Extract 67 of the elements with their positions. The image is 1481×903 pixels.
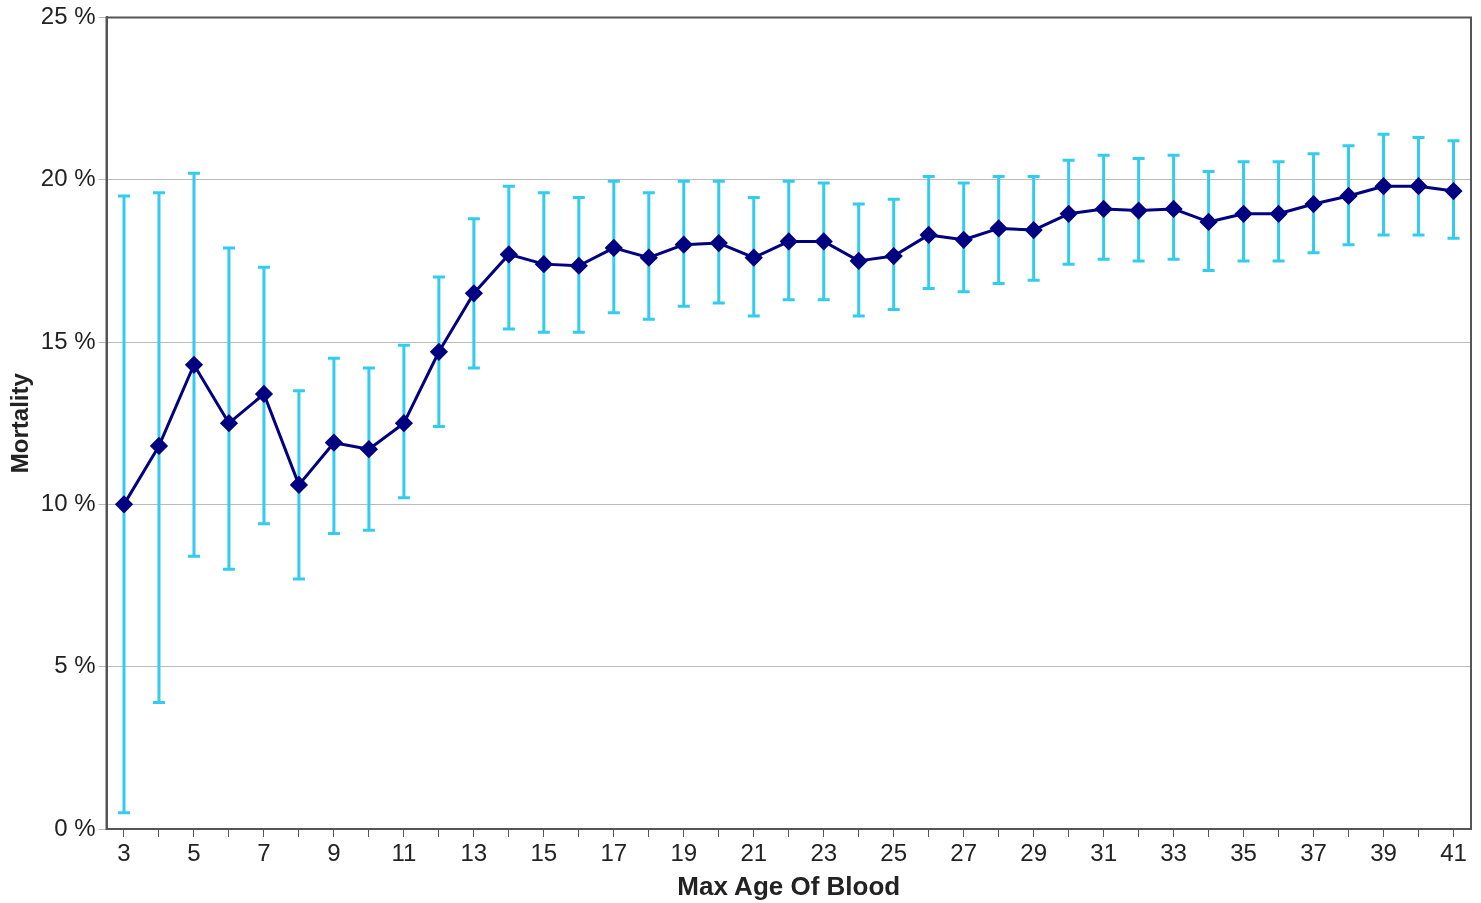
x-tick-label: 9 (327, 839, 341, 867)
point (500, 245, 518, 263)
point (465, 284, 483, 302)
y-tick-label: 10 % (40, 488, 96, 516)
point (1340, 187, 1358, 205)
x-tick-label: 19 (670, 839, 698, 867)
point (920, 226, 938, 244)
point (255, 385, 273, 403)
point (1200, 213, 1218, 231)
point (990, 219, 1008, 237)
point (1095, 200, 1113, 218)
x-axis-title: Max Age Of Blood (677, 870, 901, 901)
point (1130, 202, 1148, 220)
x-tick-label: 3 (117, 839, 131, 867)
point (1375, 177, 1393, 195)
x-tick-label: 11 (391, 839, 417, 867)
point (220, 414, 238, 432)
point (640, 249, 658, 267)
point (1060, 205, 1078, 223)
point (885, 247, 903, 265)
point (430, 343, 448, 361)
x-tick-label: 39 (1370, 839, 1397, 867)
point (1445, 182, 1463, 200)
x-tick-label: 15 (530, 839, 558, 867)
x-tick-label: 5 (187, 839, 201, 867)
point (150, 437, 168, 455)
point (955, 231, 973, 249)
x-tick-label: 29 (1020, 839, 1048, 867)
y-tick-label: 15 % (40, 326, 96, 354)
point (360, 440, 378, 458)
point (570, 257, 588, 275)
y-axis-title: Mortality (6, 372, 34, 474)
point (185, 356, 203, 374)
x-tick-label: 41 (1440, 839, 1467, 867)
point (710, 234, 728, 252)
x-tick-label: 25 (880, 839, 908, 867)
point (1410, 177, 1428, 195)
x-tick-label: 13 (460, 839, 488, 867)
point (1235, 205, 1253, 223)
point (675, 236, 693, 254)
point (815, 232, 833, 250)
x-tick-label: 31 (1090, 839, 1117, 867)
point (395, 414, 413, 432)
point (1025, 221, 1043, 239)
x-tick-label: 37 (1300, 839, 1327, 867)
x-tick-label: 7 (257, 839, 271, 867)
point (850, 252, 868, 270)
x-tick-label: 17 (600, 839, 628, 867)
x-tick-label: 35 (1230, 839, 1257, 867)
point (325, 434, 343, 452)
y-tick-label: 25 % (40, 2, 96, 30)
y-tick-label: 20 % (40, 164, 96, 192)
x-tick-label: 21 (740, 839, 768, 867)
x-tick-label: 33 (1160, 839, 1187, 867)
point (115, 495, 133, 513)
y-tick-label: 0 % (54, 813, 96, 841)
point (290, 476, 308, 494)
x-tick-label: 23 (810, 839, 838, 867)
point (1270, 205, 1288, 223)
point (780, 232, 798, 250)
point (1165, 200, 1183, 218)
point (605, 239, 623, 257)
x-tick-label: 27 (950, 839, 978, 867)
point (535, 255, 553, 273)
y-tick-label: 5 % (54, 651, 96, 679)
point (745, 249, 763, 267)
point (1305, 195, 1323, 213)
